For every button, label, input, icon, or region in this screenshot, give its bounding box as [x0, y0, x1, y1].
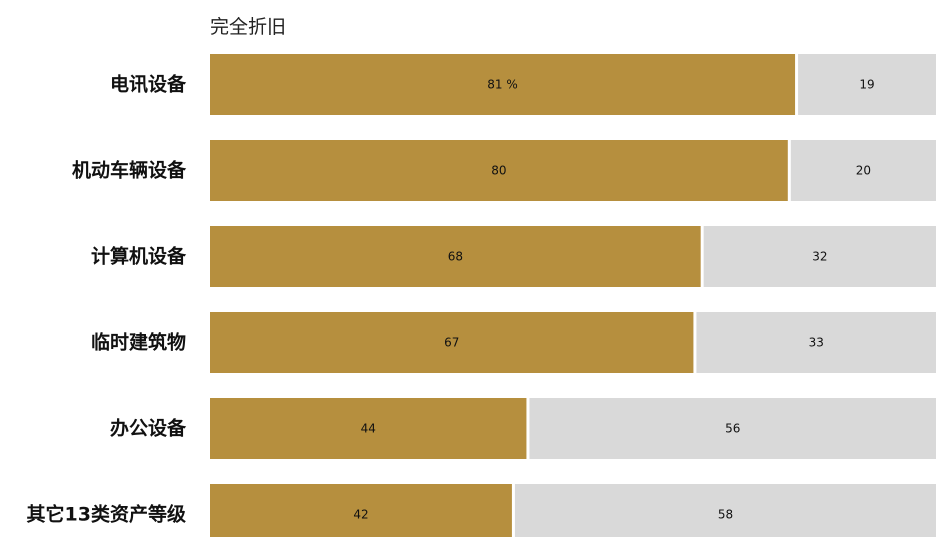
- value-label: 19: [859, 78, 874, 92]
- bar-segment-primary: [210, 140, 788, 201]
- value-label: 20: [856, 164, 871, 178]
- value-label: 68: [448, 250, 463, 264]
- category-label: 计算机设备: [91, 245, 187, 268]
- bar-segment-remainder: [514, 484, 936, 537]
- category-label: 电讯设备: [110, 73, 187, 96]
- bar-segment-remainder: [703, 226, 936, 287]
- value-label: 58: [718, 508, 733, 522]
- bars-group: 81 % 19 80 20 68 32 67 33 44 56 42 58: [210, 54, 936, 537]
- value-label: 81 %: [487, 78, 518, 92]
- bar-segment-primary: [210, 226, 701, 287]
- bar-segment-remainder: [529, 398, 936, 459]
- bar-segment-remainder: [790, 140, 936, 201]
- bar-segment-primary: [210, 312, 694, 373]
- category-label: 临时建筑物: [91, 331, 186, 354]
- value-label: 80: [491, 164, 506, 178]
- value-label: 33: [809, 336, 824, 350]
- category-label: 办公设备: [110, 417, 187, 440]
- value-label: 42: [353, 508, 368, 522]
- category-label: 机动车辆设备: [72, 159, 187, 182]
- value-label: 67: [444, 336, 459, 350]
- legend-label: 完全折旧: [210, 16, 286, 38]
- bar-segment-primary: [210, 54, 796, 115]
- bar-segment-remainder: [696, 312, 936, 373]
- bar-segment-primary: [210, 484, 512, 537]
- value-label: 44: [361, 422, 376, 436]
- category-label: 其它13类资产等级: [27, 503, 186, 526]
- value-label: 56: [725, 422, 740, 436]
- bar-segment-primary: [210, 398, 527, 459]
- bar-segment-remainder: [798, 54, 936, 115]
- value-label: 32: [812, 250, 827, 264]
